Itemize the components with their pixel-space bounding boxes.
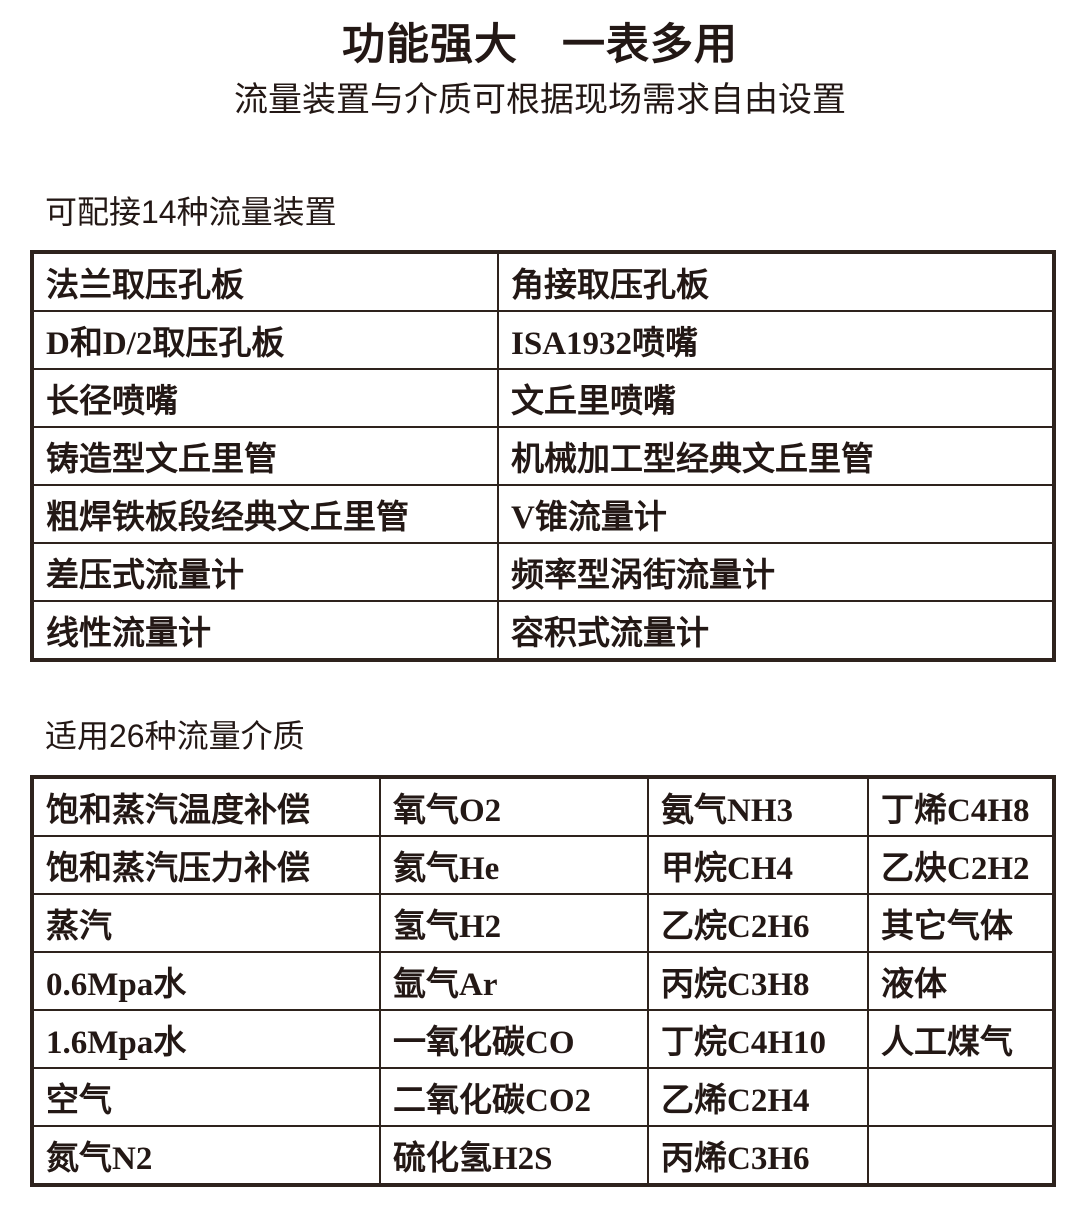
table-cell: 氧气O2 — [379, 776, 649, 838]
table-cell: 氢气H2 — [379, 893, 649, 954]
table-cell: 频率型涡街流量计 — [497, 542, 1055, 603]
table-cell: 法兰取压孔板 — [31, 251, 499, 313]
devices-table: 法兰取压孔板 角接取压孔板 D和D/2取压孔板 ISA1932喷嘴 长径喷嘴 文… — [30, 250, 1056, 663]
table-cell: 一氧化碳CO — [379, 1009, 649, 1070]
table-row: 差压式流量计 频率型涡街流量计 — [31, 542, 1055, 603]
table-cell: 0.6Mpa水 — [31, 951, 381, 1012]
table-cell: 饱和蒸汽温度补偿 — [31, 776, 381, 838]
table-row: D和D/2取压孔板 ISA1932喷嘴 — [31, 310, 1055, 371]
table-cell: 文丘里喷嘴 — [497, 368, 1055, 429]
media-table: 饱和蒸汽温度补偿 氧气O2 氨气NH3 丁烯C4H8 饱和蒸汽压力补偿 氦气He… — [30, 775, 1056, 1188]
table-cell: 蒸汽 — [31, 893, 381, 954]
table-cell: 角接取压孔板 — [497, 251, 1055, 313]
table-row: 法兰取压孔板 角接取压孔板 — [31, 251, 1055, 313]
table-cell: 氦气He — [379, 835, 649, 896]
table-row: 饱和蒸汽温度补偿 氧气O2 氨气NH3 丁烯C4H8 — [31, 776, 1055, 838]
table-cell: 1.6Mpa水 — [31, 1009, 381, 1070]
table-cell: 丙烷C3H8 — [647, 951, 869, 1012]
page-subtitle: 流量装置与介质可根据现场需求自由设置 — [234, 81, 846, 120]
table-cell: 氮气N2 — [31, 1125, 381, 1187]
table-cell: 硫化氢H2S — [379, 1125, 649, 1187]
table-cell: 容积式流量计 — [497, 600, 1055, 662]
table-cell: 差压式流量计 — [31, 542, 499, 603]
table-cell: 乙炔C2H2 — [867, 835, 1055, 896]
table-row: 氮气N2 硫化氢H2S 丙烯C3H6 — [31, 1125, 1055, 1187]
table-cell: 乙烯C2H4 — [647, 1067, 869, 1128]
table-cell: 空气 — [31, 1067, 381, 1128]
table-cell: 丁烯C4H8 — [867, 776, 1055, 838]
table-cell: 丙烯C3H6 — [647, 1125, 869, 1187]
table-row: 饱和蒸汽压力补偿 氦气He 甲烷CH4 乙炔C2H2 — [31, 835, 1055, 896]
table-cell: 甲烷CH4 — [647, 835, 869, 896]
table-cell: 乙烷C2H6 — [647, 893, 869, 954]
table-cell: 长径喷嘴 — [31, 368, 499, 429]
table-cell: 饱和蒸汽压力补偿 — [31, 835, 381, 896]
table-row: 1.6Mpa水 一氧化碳CO 丁烷C4H10 人工煤气 — [31, 1009, 1055, 1070]
table-row: 长径喷嘴 文丘里喷嘴 — [31, 368, 1055, 429]
table-cell: 粗焊铁板段经典文丘里管 — [31, 484, 499, 545]
table-cell: 丁烷C4H10 — [647, 1009, 869, 1070]
table-cell: V锥流量计 — [497, 484, 1055, 545]
table-cell: 氩气Ar — [379, 951, 649, 1012]
table-cell: 机械加工型经典文丘里管 — [497, 426, 1055, 487]
table-cell: 线性流量计 — [31, 600, 499, 662]
table-cell — [867, 1125, 1055, 1187]
table-cell: 氨气NH3 — [647, 776, 869, 838]
table-row: 0.6Mpa水 氩气Ar 丙烷C3H8 液体 — [31, 951, 1055, 1012]
table-cell — [867, 1067, 1055, 1128]
table-row: 蒸汽 氢气H2 乙烷C2H6 其它气体 — [31, 893, 1055, 954]
page-title: 功能强大 一表多用 — [342, 21, 738, 69]
table-row: 线性流量计 容积式流量计 — [31, 600, 1055, 662]
table-cell: ISA1932喷嘴 — [497, 310, 1055, 371]
table-cell: 二氧化碳CO2 — [379, 1067, 649, 1128]
devices-section-heading: 可配接14种流量装置 — [45, 193, 337, 230]
table-row: 粗焊铁板段经典文丘里管 V锥流量计 — [31, 484, 1055, 545]
table-cell: 液体 — [867, 951, 1055, 1012]
table-row: 空气 二氧化碳CO2 乙烯C2H4 — [31, 1067, 1055, 1128]
table-cell: D和D/2取压孔板 — [31, 310, 499, 371]
table-cell: 人工煤气 — [867, 1009, 1055, 1070]
table-row: 铸造型文丘里管 机械加工型经典文丘里管 — [31, 426, 1055, 487]
table-cell: 其它气体 — [867, 893, 1055, 954]
table-cell: 铸造型文丘里管 — [31, 426, 499, 487]
media-section-heading: 适用26种流量介质 — [45, 718, 305, 755]
